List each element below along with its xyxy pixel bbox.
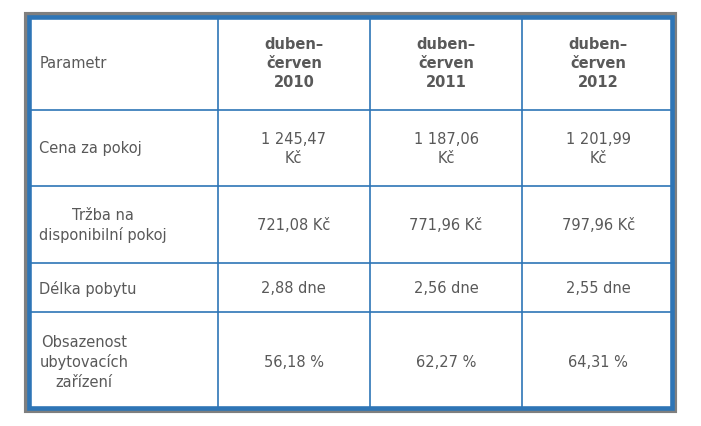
- Bar: [218, 313, 370, 410]
- Bar: [522, 263, 674, 313]
- Bar: [522, 16, 674, 110]
- Bar: [522, 313, 674, 410]
- Bar: [27, 187, 218, 263]
- Bar: [27, 263, 218, 313]
- Bar: [370, 313, 522, 410]
- Text: duben–
červen
2011: duben– červen 2011: [416, 37, 475, 90]
- Text: Cena za pokoj: Cena za pokoj: [39, 141, 142, 156]
- Text: Délka pobytu: Délka pobytu: [39, 280, 137, 296]
- Text: Tržba na
disponibilní pokoj: Tržba na disponibilní pokoj: [39, 207, 167, 243]
- Text: duben–
červen
2010: duben– červen 2010: [264, 37, 323, 90]
- Text: 1 201,99
Kč: 1 201,99 Kč: [566, 132, 631, 166]
- Bar: [218, 110, 370, 187]
- Bar: [370, 16, 522, 110]
- Bar: [218, 16, 370, 110]
- Bar: [370, 263, 522, 313]
- Text: 2,88 dne: 2,88 dne: [261, 280, 326, 296]
- Bar: [27, 16, 218, 110]
- Bar: [218, 187, 370, 263]
- Text: 721,08 Kč: 721,08 Kč: [257, 218, 330, 233]
- Text: 56,18 %: 56,18 %: [264, 354, 324, 369]
- Bar: [27, 110, 218, 187]
- Bar: [370, 110, 522, 187]
- Bar: [370, 187, 522, 263]
- Text: Obsazenost
ubytovacích
zařízení: Obsazenost ubytovacích zařízení: [39, 334, 128, 389]
- Text: 64,31 %: 64,31 %: [569, 354, 628, 369]
- Bar: [27, 313, 218, 410]
- Bar: [218, 263, 370, 313]
- Bar: [522, 110, 674, 187]
- Text: Parametr: Parametr: [39, 56, 107, 71]
- Text: 1 245,47
Kč: 1 245,47 Kč: [261, 132, 327, 166]
- Text: 771,96 Kč: 771,96 Kč: [409, 218, 483, 233]
- Text: 1 187,06
Kč: 1 187,06 Kč: [414, 132, 479, 166]
- Text: 2,56 dne: 2,56 dne: [414, 280, 478, 296]
- Text: 2,55 dne: 2,55 dne: [566, 280, 631, 296]
- Bar: [522, 187, 674, 263]
- Text: 797,96 Kč: 797,96 Kč: [562, 218, 635, 233]
- Text: 62,27 %: 62,27 %: [416, 354, 476, 369]
- Text: duben–
červen
2012: duben– červen 2012: [569, 37, 628, 90]
